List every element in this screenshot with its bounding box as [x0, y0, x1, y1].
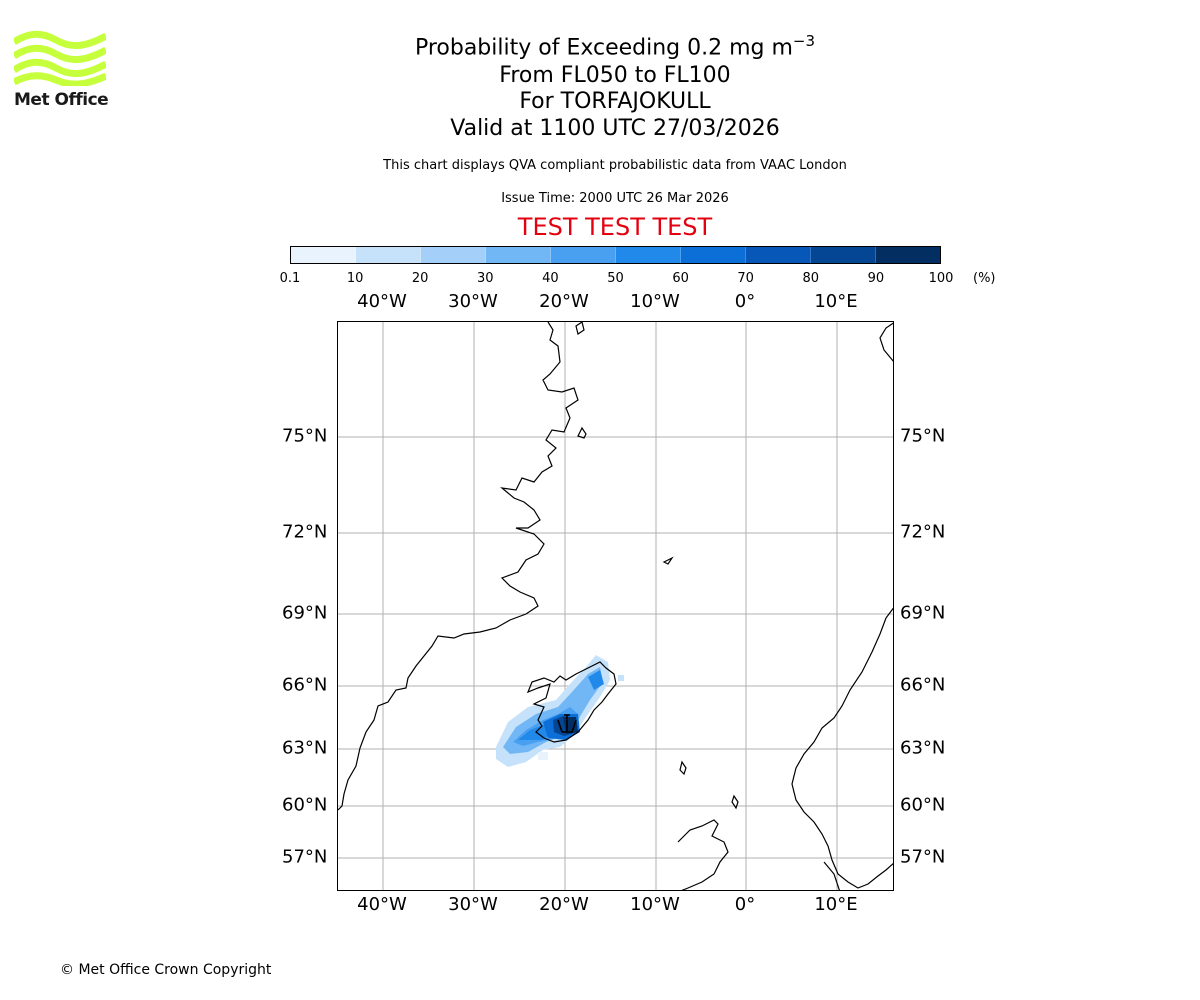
colorbar-segment	[551, 247, 616, 263]
met-office-wave-logo-icon	[12, 30, 108, 88]
colorbar-tick-label: 50	[607, 271, 624, 286]
test-banner: TEST TEST TEST	[517, 213, 713, 241]
coastlines	[338, 322, 893, 890]
logo-text: Met Office	[14, 90, 109, 110]
map-canvas	[338, 322, 893, 890]
colorbar-tick-label: 30	[477, 271, 494, 286]
colorbar-segment	[421, 247, 486, 263]
valid-time: Valid at 1100 UTC 27/03/2026	[450, 116, 780, 141]
latitude-label: 75°N	[900, 425, 946, 447]
chart-subtitle: This chart displays QVA compliant probab…	[383, 158, 847, 173]
copyright: © Met Office Crown Copyright	[60, 962, 272, 978]
colorbar-tick-label: 0.1	[279, 271, 301, 286]
latitude-label: 60°N	[282, 794, 328, 816]
chart-title: Probability of Exceeding 0.2 mg m−3	[0, 28, 1200, 61]
longitude-label: 40°W	[357, 894, 407, 915]
colorbar-tick-label: 100	[928, 271, 954, 286]
latitude-label: 75°N	[282, 425, 328, 447]
longitude-label: 10°W	[630, 291, 680, 312]
colorbar-tick-label: 20	[411, 271, 429, 286]
map-panel	[337, 321, 894, 891]
longitude-label: 20°W	[539, 291, 589, 312]
longitude-label: 10°E	[814, 894, 858, 915]
ash-probability-plume	[496, 655, 624, 767]
longitude-label: 30°W	[448, 894, 498, 915]
chart-title-exponent: −3	[792, 32, 816, 50]
colorbar-segment	[811, 247, 876, 263]
colorbar-segment	[616, 247, 681, 263]
colorbar-segment	[681, 247, 746, 263]
latitude-label: 66°N	[900, 674, 946, 696]
latitude-label: 66°N	[282, 674, 328, 696]
colorbar	[290, 246, 941, 264]
chart-title-text: Probability of Exceeding 0.2 mg m	[414, 35, 793, 61]
latitude-label: 63°N	[900, 737, 946, 759]
latitude-label: 69°N	[900, 602, 946, 624]
colorbar-tick-label: 10	[346, 271, 364, 286]
colorbar-segment	[291, 247, 356, 263]
longitude-label: 0°	[734, 894, 756, 915]
colorbar-tick-label: 70	[737, 271, 754, 286]
met-office-logo: Met Office	[12, 30, 110, 114]
colorbar-tick-label: 80	[802, 271, 820, 286]
latitude-label: 60°N	[900, 794, 946, 816]
colorbar-unit: (%)	[973, 271, 996, 286]
colorbar-segment	[746, 247, 811, 263]
longitude-label: 10°W	[630, 894, 680, 915]
colorbar-tick-label: 40	[542, 271, 559, 286]
longitude-label: 40°W	[357, 291, 407, 312]
colorbar-tick-label: 60	[672, 271, 689, 286]
latitude-label: 72°N	[900, 521, 946, 543]
colorbar-segment	[486, 247, 551, 263]
longitude-label: 20°W	[539, 894, 589, 915]
latitude-label: 69°N	[282, 602, 328, 624]
latitude-label: 63°N	[282, 737, 328, 759]
colorbar-segment	[876, 247, 940, 263]
longitude-label: 30°W	[448, 291, 498, 312]
level-range: From FL050 to FL100	[499, 63, 731, 88]
volcano-marker-icon	[557, 714, 577, 733]
latitude-label: 57°N	[282, 846, 328, 868]
volcano-name: For TORFAJOKULL	[519, 89, 711, 114]
graticule	[338, 322, 893, 890]
latitude-label: 72°N	[282, 521, 328, 543]
colorbar-segment	[356, 247, 421, 263]
longitude-label: 10°E	[814, 291, 858, 312]
issue-time: Issue Time: 2000 UTC 26 Mar 2026	[501, 191, 729, 206]
latitude-label: 57°N	[900, 846, 946, 868]
colorbar-tick-label: 90	[867, 271, 885, 286]
longitude-label: 0°	[734, 291, 756, 312]
